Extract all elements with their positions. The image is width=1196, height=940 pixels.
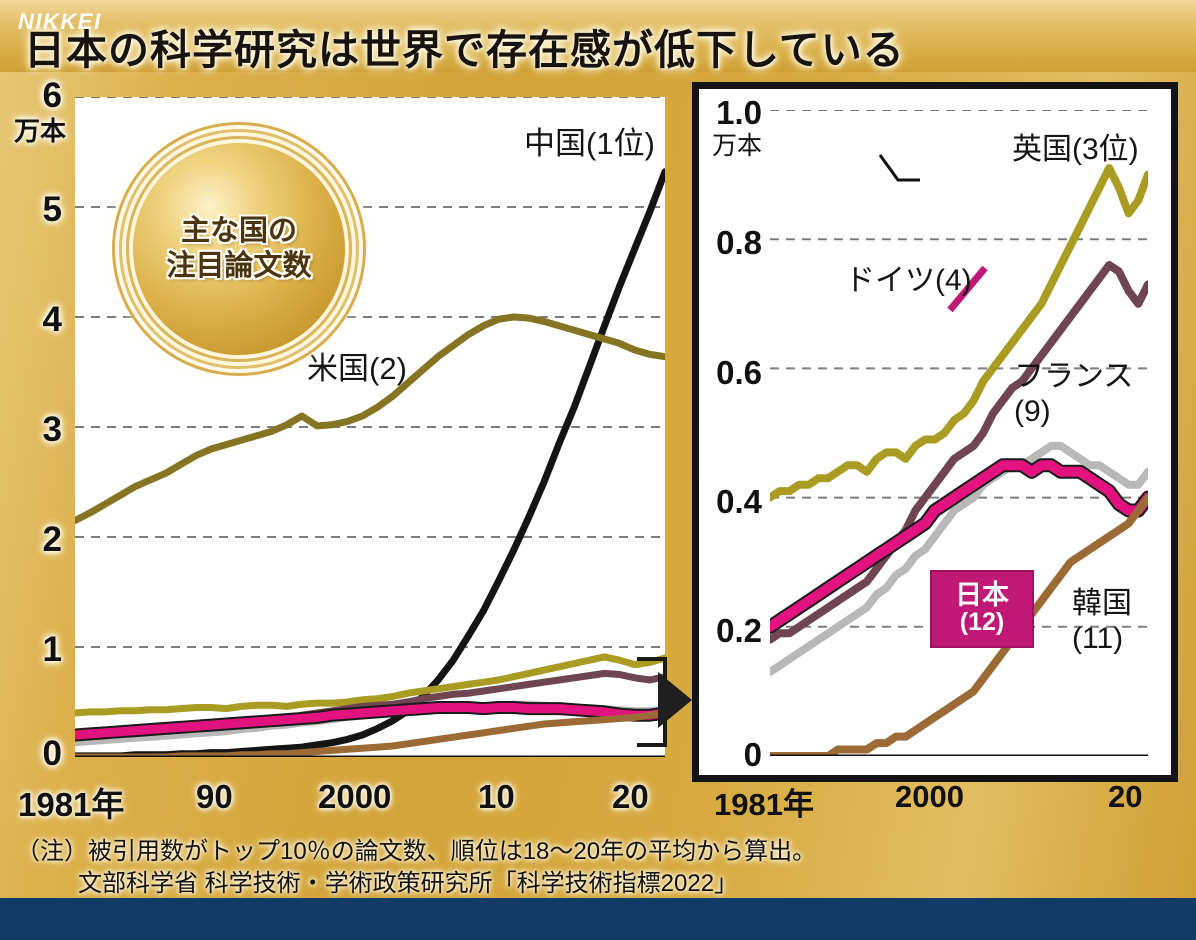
left-ytick-3: 3 — [42, 410, 62, 449]
right-xtick-1981: 1981年 — [714, 787, 814, 822]
note-line-2: 文部科学省 科学技術・学術政策研究所「科学技術指標2022」 — [78, 870, 739, 897]
left-ytick-6: 6 — [42, 76, 62, 115]
right-chart-plot — [763, 109, 1155, 767]
left-xtick-2000: 2000 — [318, 778, 392, 815]
japan-leader-line — [947, 265, 988, 313]
right-label-france-line1: フランス — [1014, 360, 1134, 393]
right-xtick-20: 20 — [1108, 779, 1143, 814]
title-banner — [0, 0, 1196, 72]
left-ytick-4: 4 — [42, 300, 62, 339]
medal-line-1: 主な国の — [180, 214, 297, 247]
japan-callout-line2: (12) — [959, 608, 1005, 637]
right-xtick-2000: 2000 — [895, 779, 964, 814]
nikkei-footer-bar — [0, 898, 1196, 940]
left-ytick-5: 5 — [42, 190, 62, 229]
left-unit-label: 万本 — [13, 116, 66, 146]
japan-callout-box: 日本 (12) — [930, 570, 1034, 648]
right-label-germany: ドイツ(4) — [845, 264, 972, 297]
left-ytick-2: 2 — [42, 520, 62, 559]
left-ytick-1: 1 — [42, 630, 62, 669]
right-label-korea-line2: (11) — [1072, 622, 1124, 656]
right-ytick-08: 0.8 — [716, 224, 762, 261]
note-line-1: （注）被引用数がトップ10％の論文数、順位は18〜20年の平均から算出。 — [16, 838, 817, 865]
left-xtick-90: 90 — [196, 778, 233, 815]
left-label-usa: 米国(2) — [307, 351, 407, 386]
medal-line-2: 注目論文数 — [166, 250, 312, 282]
page-title: 日本の科学研究は世界で存在感が低下している — [24, 27, 905, 73]
right-ytick-02: 0.2 — [716, 612, 762, 649]
right-ytick-1: 1.0 — [716, 94, 762, 131]
left-xtick-10: 10 — [478, 778, 515, 815]
right-label-france: フランス (9) — [1014, 359, 1133, 430]
medal-text: 主な国の 注目論文数 — [166, 214, 311, 285]
left-label-china: 中国(1位) — [524, 126, 655, 161]
germany-leader-line — [878, 154, 920, 182]
right-chart-svg — [763, 109, 1155, 767]
right-ytick-04: 0.4 — [716, 483, 762, 520]
japan-callout-line1: 日本 — [955, 580, 1009, 611]
zoom-arrow-icon — [658, 672, 692, 728]
left-xtick-1981: 1981年 — [18, 786, 125, 823]
medal-badge: 主な国の 注目論文数 — [133, 143, 345, 355]
left-ytick-0: 0 — [42, 734, 62, 773]
left-xtick-20: 20 — [612, 778, 649, 815]
right-unit-label: 万本 — [711, 132, 762, 160]
right-ytick-06: 0.6 — [716, 354, 762, 391]
right-label-korea-line1: 韓国 — [1072, 587, 1132, 620]
left-chart-svg — [75, 97, 665, 757]
right-label-france-line2: (9) — [1014, 395, 1051, 429]
right-label-korea: 韓国 (11) — [1072, 586, 1132, 657]
nikkei-logo: NIKKEI — [18, 9, 102, 34]
right-label-uk: 英国(3位) — [1012, 133, 1139, 166]
right-ytick-0: 0 — [743, 736, 762, 773]
